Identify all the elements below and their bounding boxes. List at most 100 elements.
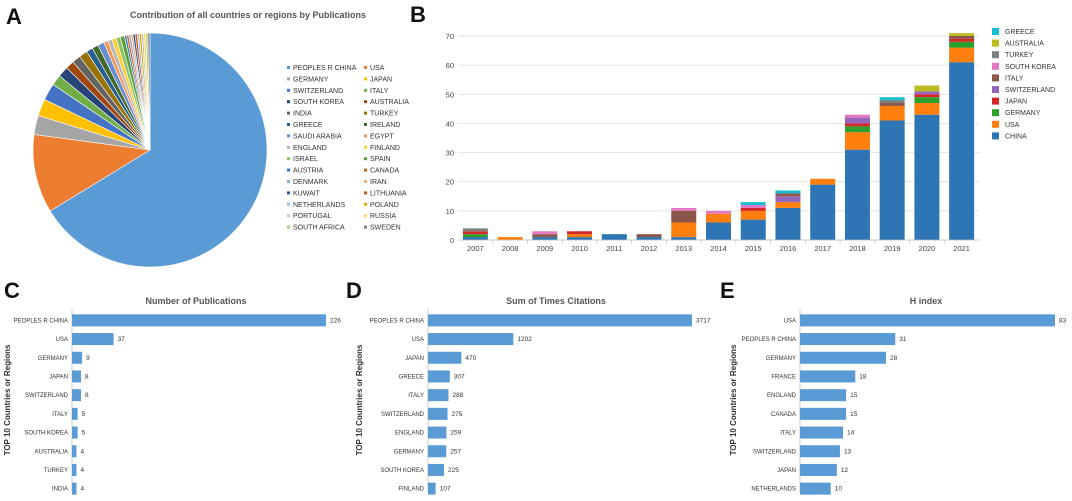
panelE-bar-germany bbox=[800, 351, 887, 364]
panelC-category-australia: AUSTRALIA bbox=[35, 449, 68, 455]
panelD-bar-greece bbox=[428, 370, 450, 383]
b-legend-swatch-switzerland bbox=[992, 86, 999, 93]
legend-swatch-south-korea bbox=[287, 100, 290, 104]
panelE-bar-netherlands bbox=[800, 482, 831, 495]
panelE-bar-switzerland bbox=[800, 445, 840, 458]
legend-label-japan: JAPAN bbox=[370, 76, 392, 83]
pie-legend: PEOPLES R CHINA USA GERMANY JAPAN SWITZERLAN… bbox=[287, 65, 409, 232]
b-bar-2012-china bbox=[636, 237, 662, 240]
b-bar-2007-china bbox=[462, 237, 488, 240]
legend-swatch-india bbox=[287, 111, 290, 115]
legend-swatch-poland bbox=[364, 202, 367, 206]
legend-label-denmark: DENMARK bbox=[293, 179, 328, 186]
panelE-value-italy: 14 bbox=[847, 430, 855, 437]
b-xtick-2011: 2011 bbox=[606, 244, 622, 253]
legend-swatch-netherlands bbox=[287, 202, 290, 206]
panelE-bar-france bbox=[800, 370, 856, 383]
panelC-value-italy: 5 bbox=[82, 411, 86, 418]
legend-label-portugal: PORTUGAL bbox=[293, 213, 331, 220]
b-bar-2020-china bbox=[914, 114, 940, 240]
b-bar-2020-japan bbox=[914, 94, 940, 98]
b-legend-swatch-greece bbox=[992, 28, 999, 35]
legend-label-ireland: IRELAND bbox=[370, 122, 400, 129]
b-xtick-2020: 2020 bbox=[919, 244, 936, 253]
panelD-category-peoples-r-china: PEOPLES R CHINA bbox=[370, 318, 424, 324]
panelD-bar-italy bbox=[428, 389, 449, 402]
b-bar-2019-usa bbox=[879, 105, 905, 121]
legend-swatch-switzerland bbox=[287, 88, 290, 92]
b-bar-2019-italy bbox=[879, 103, 905, 106]
panelE-ylabel: TOP 10 Countries or Regions bbox=[729, 344, 738, 455]
legend-label-peoples-r-china: PEOPLES R CHINA bbox=[293, 65, 357, 72]
panelE-value-canada: 15 bbox=[850, 411, 858, 418]
panelC-bar-turkey bbox=[72, 463, 77, 476]
panelD-category-switzerland: SWITZERLAND bbox=[381, 412, 425, 418]
legend-label-italy: ITALY bbox=[370, 88, 389, 95]
pie-slice-peoples-r-china bbox=[49, 32, 268, 268]
panelD-value-england: 259 bbox=[450, 430, 461, 437]
panelD-value-italy: 288 bbox=[452, 392, 463, 399]
b-bar-2021-china bbox=[949, 62, 975, 241]
legend-swatch-spain bbox=[364, 157, 367, 161]
b-bar-2014-china bbox=[706, 222, 732, 240]
legend-label-saudi-arabia: SAUDI ARABIA bbox=[293, 133, 342, 140]
b-bar-2014-usa bbox=[706, 213, 732, 223]
panelE-value-netherlands: 10 bbox=[835, 486, 843, 493]
legend-swatch-turkey bbox=[364, 111, 367, 115]
legend-swatch-austria bbox=[287, 168, 290, 172]
b-legend-swatch-australia bbox=[992, 39, 999, 47]
panel-letter-a: A bbox=[6, 4, 22, 29]
b-axis-labels: 0 10 20 30 40 50 60 70 2007 2008 2009 2010 2011 2012 2… bbox=[446, 32, 979, 253]
legend-swatch-finland bbox=[364, 145, 367, 149]
b-bar-2020-germany bbox=[914, 97, 940, 104]
panelE-category-france: FRANCE bbox=[771, 374, 796, 380]
b-legend-label-greece: GREECE bbox=[1005, 29, 1035, 36]
panelD-bar-germany bbox=[428, 445, 447, 458]
panelD-category-england: ENGLAND bbox=[395, 431, 425, 437]
panel-d-bar-chart: Sum of Times Citations TOP 10 Countries o… bbox=[355, 296, 711, 495]
panelE-value-switzerland: 13 bbox=[844, 448, 852, 455]
b-bar-2007-germany bbox=[462, 234, 488, 238]
legend-swatch-greece bbox=[287, 123, 290, 126]
b-legend-label-turkey: TURKEY bbox=[1005, 52, 1034, 59]
b-xtick-2009: 2009 bbox=[536, 244, 553, 253]
b-ytick-30: 30 bbox=[446, 149, 454, 158]
b-xtick-2013: 2013 bbox=[675, 244, 692, 253]
panelC-bar-germany bbox=[72, 351, 83, 364]
panelD-value-peoples-r-china: 3717 bbox=[696, 317, 711, 324]
b-bar-2019-china bbox=[879, 120, 905, 240]
b-bar-2016-greece bbox=[775, 190, 801, 194]
b-bar-2018-usa bbox=[844, 132, 870, 150]
b-bar-2021-usa bbox=[949, 47, 975, 63]
panelE-value-france: 18 bbox=[859, 373, 867, 380]
b-bar-2010-japan bbox=[567, 231, 593, 235]
b-legend-label-south-korea: SOUTH KOREA bbox=[1005, 64, 1056, 71]
panelE-value-japan: 12 bbox=[841, 467, 849, 474]
b-bar-2016-usa bbox=[775, 202, 801, 208]
b-ytick-40: 40 bbox=[446, 119, 454, 128]
b-bar-2018-germany bbox=[844, 126, 870, 133]
panelD-value-usa: 1202 bbox=[517, 336, 532, 343]
b-bar-2016-china bbox=[775, 207, 801, 240]
panelD-bar-finland bbox=[428, 482, 436, 495]
b-bar-2016-italy bbox=[775, 193, 801, 197]
b-bar-2010-usa bbox=[567, 234, 593, 238]
b-bar-2008-usa bbox=[497, 237, 523, 240]
b-legend-label-china: CHINA bbox=[1005, 133, 1027, 140]
legend-swatch-egypt bbox=[364, 134, 367, 138]
legend-swatch-iran bbox=[364, 180, 367, 183]
b-legend-label-germany: GERMANY bbox=[1005, 110, 1041, 117]
b-bar-2013-italy bbox=[671, 210, 697, 223]
b-ytick-60: 60 bbox=[446, 61, 454, 70]
b-legend-swatch-turkey bbox=[992, 51, 999, 59]
b-bar-2018-south-korea bbox=[844, 114, 870, 118]
b-bar-2019-greece bbox=[879, 97, 905, 101]
panelC-bar-india bbox=[72, 482, 77, 495]
legend-label-india: INDIA bbox=[293, 111, 312, 118]
pie-slice-sweden bbox=[147, 32, 151, 151]
panelC-value-india: 4 bbox=[81, 486, 85, 493]
panelE-category-peoples-r-china: PEOPLES R CHINA bbox=[742, 337, 796, 343]
legend-swatch-portugal bbox=[287, 214, 290, 218]
b-bar-2016-switzerland bbox=[775, 196, 801, 203]
b-bar-2009-italy bbox=[532, 234, 558, 238]
